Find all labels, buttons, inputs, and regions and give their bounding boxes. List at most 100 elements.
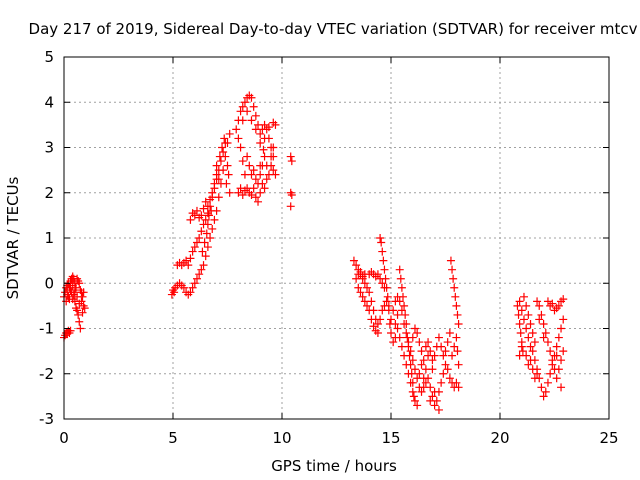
data-point xyxy=(201,215,210,224)
data-point xyxy=(363,301,372,310)
data-point xyxy=(76,324,85,333)
data-point xyxy=(170,288,179,297)
data-point xyxy=(426,383,435,392)
data-point xyxy=(413,329,422,338)
data-point xyxy=(65,295,74,304)
data-point xyxy=(391,319,400,328)
data-point xyxy=(413,401,422,410)
data-point xyxy=(406,360,415,369)
data-point xyxy=(234,188,243,197)
data-point xyxy=(267,161,276,170)
data-point xyxy=(417,387,426,396)
data-point xyxy=(421,378,430,387)
data-point xyxy=(557,356,566,365)
data-point xyxy=(543,297,552,306)
data-point xyxy=(543,338,552,347)
data-point xyxy=(524,310,533,319)
data-point xyxy=(247,93,256,102)
data-point xyxy=(238,191,247,200)
data-point xyxy=(234,134,243,143)
data-point xyxy=(396,274,405,283)
data-point xyxy=(192,238,201,247)
data-point xyxy=(214,166,223,175)
data-point xyxy=(190,279,199,288)
data-point xyxy=(287,157,296,166)
data-point xyxy=(421,342,430,351)
data-point xyxy=(548,299,557,308)
data-point xyxy=(249,166,258,175)
data-point xyxy=(446,256,455,265)
data-point xyxy=(184,261,193,270)
data-point xyxy=(212,161,221,170)
data-point xyxy=(439,369,448,378)
data-point xyxy=(410,396,419,405)
data-point xyxy=(271,120,280,129)
data-point xyxy=(428,365,437,374)
data-point xyxy=(199,261,208,270)
x-tick-label: 15 xyxy=(381,429,400,447)
data-point xyxy=(548,356,557,365)
data-point xyxy=(528,365,537,374)
data-point xyxy=(210,215,219,224)
data-point xyxy=(410,365,419,374)
data-point xyxy=(208,224,217,233)
data-point xyxy=(260,184,269,193)
data-point xyxy=(450,283,459,292)
data-point xyxy=(212,170,221,179)
data-point xyxy=(356,267,365,276)
grid-lines xyxy=(64,57,609,419)
data-point xyxy=(219,148,228,157)
data-point xyxy=(408,378,417,387)
data-point xyxy=(401,310,410,319)
data-point xyxy=(269,143,278,152)
data-point xyxy=(395,297,404,306)
data-point xyxy=(554,365,563,374)
data-point xyxy=(552,374,561,383)
data-point xyxy=(225,129,234,138)
data-point xyxy=(204,211,213,220)
data-point xyxy=(203,202,212,211)
data-point xyxy=(75,317,84,326)
data-point xyxy=(537,383,546,392)
data-point xyxy=(533,297,542,306)
data-point xyxy=(208,188,217,197)
data-point xyxy=(358,292,367,301)
data-point xyxy=(363,283,372,292)
data-point xyxy=(554,333,563,342)
data-point xyxy=(434,333,443,342)
data-point xyxy=(360,270,369,279)
data-point xyxy=(380,265,389,274)
data-point xyxy=(243,107,252,116)
data-point xyxy=(256,138,265,147)
data-point xyxy=(264,123,273,132)
data-point xyxy=(376,234,385,242)
data-point xyxy=(524,333,533,342)
data-point xyxy=(195,234,204,242)
data-point xyxy=(240,98,249,107)
data-point xyxy=(247,116,256,125)
data-point xyxy=(389,306,398,315)
data-point xyxy=(424,351,433,360)
data-point xyxy=(400,301,409,310)
data-point xyxy=(206,195,215,204)
data-point xyxy=(360,297,369,306)
data-point xyxy=(251,175,260,184)
data-point xyxy=(259,145,268,154)
data-point xyxy=(249,102,258,111)
y-tick-label: 3 xyxy=(44,139,54,157)
data-point xyxy=(516,329,525,338)
data-point xyxy=(526,356,535,365)
data-point xyxy=(367,315,376,324)
y-axis-ticks: -3 -2 -1 0 1 2 3 4 5 xyxy=(39,48,609,428)
data-point xyxy=(66,286,75,295)
data-point xyxy=(379,256,388,265)
data-point xyxy=(404,342,413,351)
data-point xyxy=(377,238,386,247)
data-point xyxy=(546,347,555,356)
data-point xyxy=(203,220,212,229)
data-point xyxy=(73,292,82,301)
data-point xyxy=(451,292,460,301)
data-point xyxy=(417,360,426,369)
data-point xyxy=(365,306,374,315)
data-point xyxy=(407,369,416,378)
